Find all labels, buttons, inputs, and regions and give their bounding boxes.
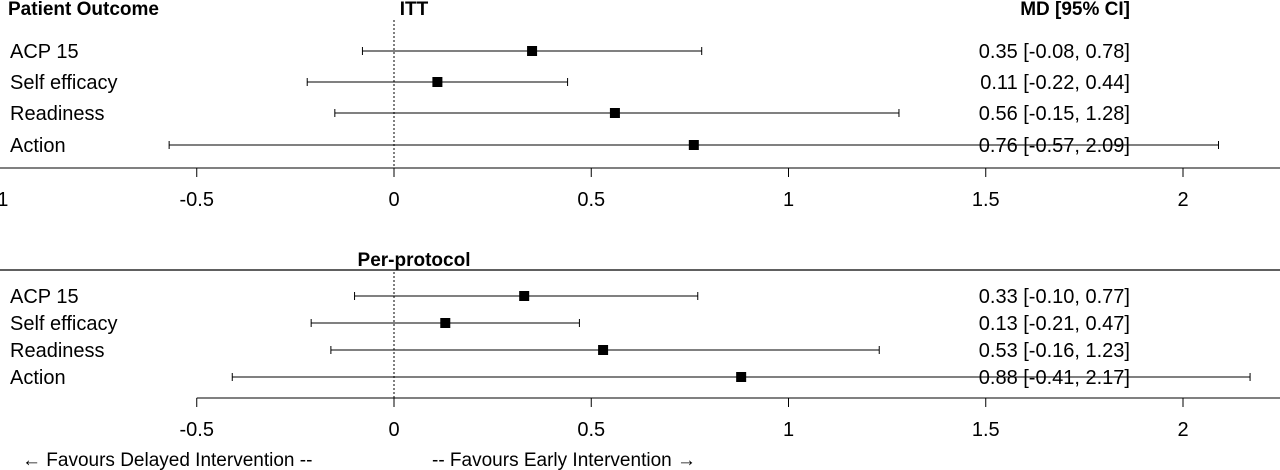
estimate-text: 0.56 [-0.15, 1.28] bbox=[979, 103, 1130, 125]
x-tick-label: 0 bbox=[388, 419, 399, 441]
per-protocol-panel: Per-protocol ACP 15 0.33 [-0.10, 0.77] Self… bbox=[0, 250, 1280, 441]
estimate-text: 0.11 [-0.22, 0.44] bbox=[980, 72, 1130, 94]
x-tick-label: 0.5 bbox=[577, 189, 605, 211]
row-label: Action bbox=[10, 367, 66, 389]
point-estimate bbox=[736, 372, 747, 382]
x-tick-label: 1 bbox=[783, 189, 794, 211]
row-label: ACP 15 bbox=[10, 41, 79, 63]
row-label: Action bbox=[10, 135, 66, 157]
itt-panel: ITT ACP 15 0.35 [-0.08, 0.78] Self efficacy… bbox=[0, 0, 1280, 211]
estimate-text: 0.13 [-0.21, 0.47] bbox=[979, 313, 1130, 335]
estimate-text: 0.88 [-0.41, 2.17] bbox=[979, 367, 1130, 389]
x-tick-label: 2 bbox=[1177, 189, 1188, 211]
x-tick-label: 1.5 bbox=[972, 189, 1000, 211]
x-tick-label: 0 bbox=[388, 189, 399, 211]
panel-title: Per-protocol bbox=[358, 250, 471, 271]
column-header-md-ci: MD [95% CI] bbox=[1020, 0, 1130, 20]
x-tick-label: 1 bbox=[783, 419, 794, 441]
point-estimate bbox=[519, 291, 530, 301]
panel-title: ITT bbox=[400, 0, 429, 20]
x-tick-label: 2 bbox=[1177, 419, 1188, 441]
row-label: Self efficacy bbox=[10, 313, 117, 335]
point-estimate bbox=[598, 345, 609, 355]
point-estimate bbox=[527, 46, 538, 56]
x-tick-label: 0.5 bbox=[577, 419, 605, 441]
estimate-text: 0.53 [-0.16, 1.23] bbox=[979, 340, 1130, 362]
point-estimate bbox=[688, 140, 699, 150]
row-label: Self efficacy bbox=[10, 72, 117, 94]
point-estimate bbox=[609, 108, 620, 118]
x-tick-label: -1 bbox=[0, 189, 8, 211]
column-header-patient-outcome: Patient Outcome bbox=[8, 0, 159, 20]
estimate-text: 0.33 [-0.10, 0.77] bbox=[979, 286, 1130, 308]
point-estimate bbox=[440, 318, 451, 328]
row-label: Readiness bbox=[10, 103, 105, 125]
x-tick-label: -0.5 bbox=[180, 419, 214, 441]
row-label: ACP 15 bbox=[10, 286, 79, 308]
estimate-text: 0.35 [-0.08, 0.78] bbox=[979, 41, 1130, 63]
favours-early-label: -- Favours Early Intervention → bbox=[432, 450, 696, 470]
estimate-text: 0.76 [-0.57, 2.09] bbox=[979, 135, 1130, 157]
row-label: Readiness bbox=[10, 340, 105, 362]
favours-delayed-label: ← Favours Delayed Intervention -- bbox=[22, 450, 312, 470]
point-estimate bbox=[432, 77, 443, 87]
x-tick-label: -0.5 bbox=[180, 189, 214, 211]
x-tick-label: 1.5 bbox=[972, 419, 1000, 441]
